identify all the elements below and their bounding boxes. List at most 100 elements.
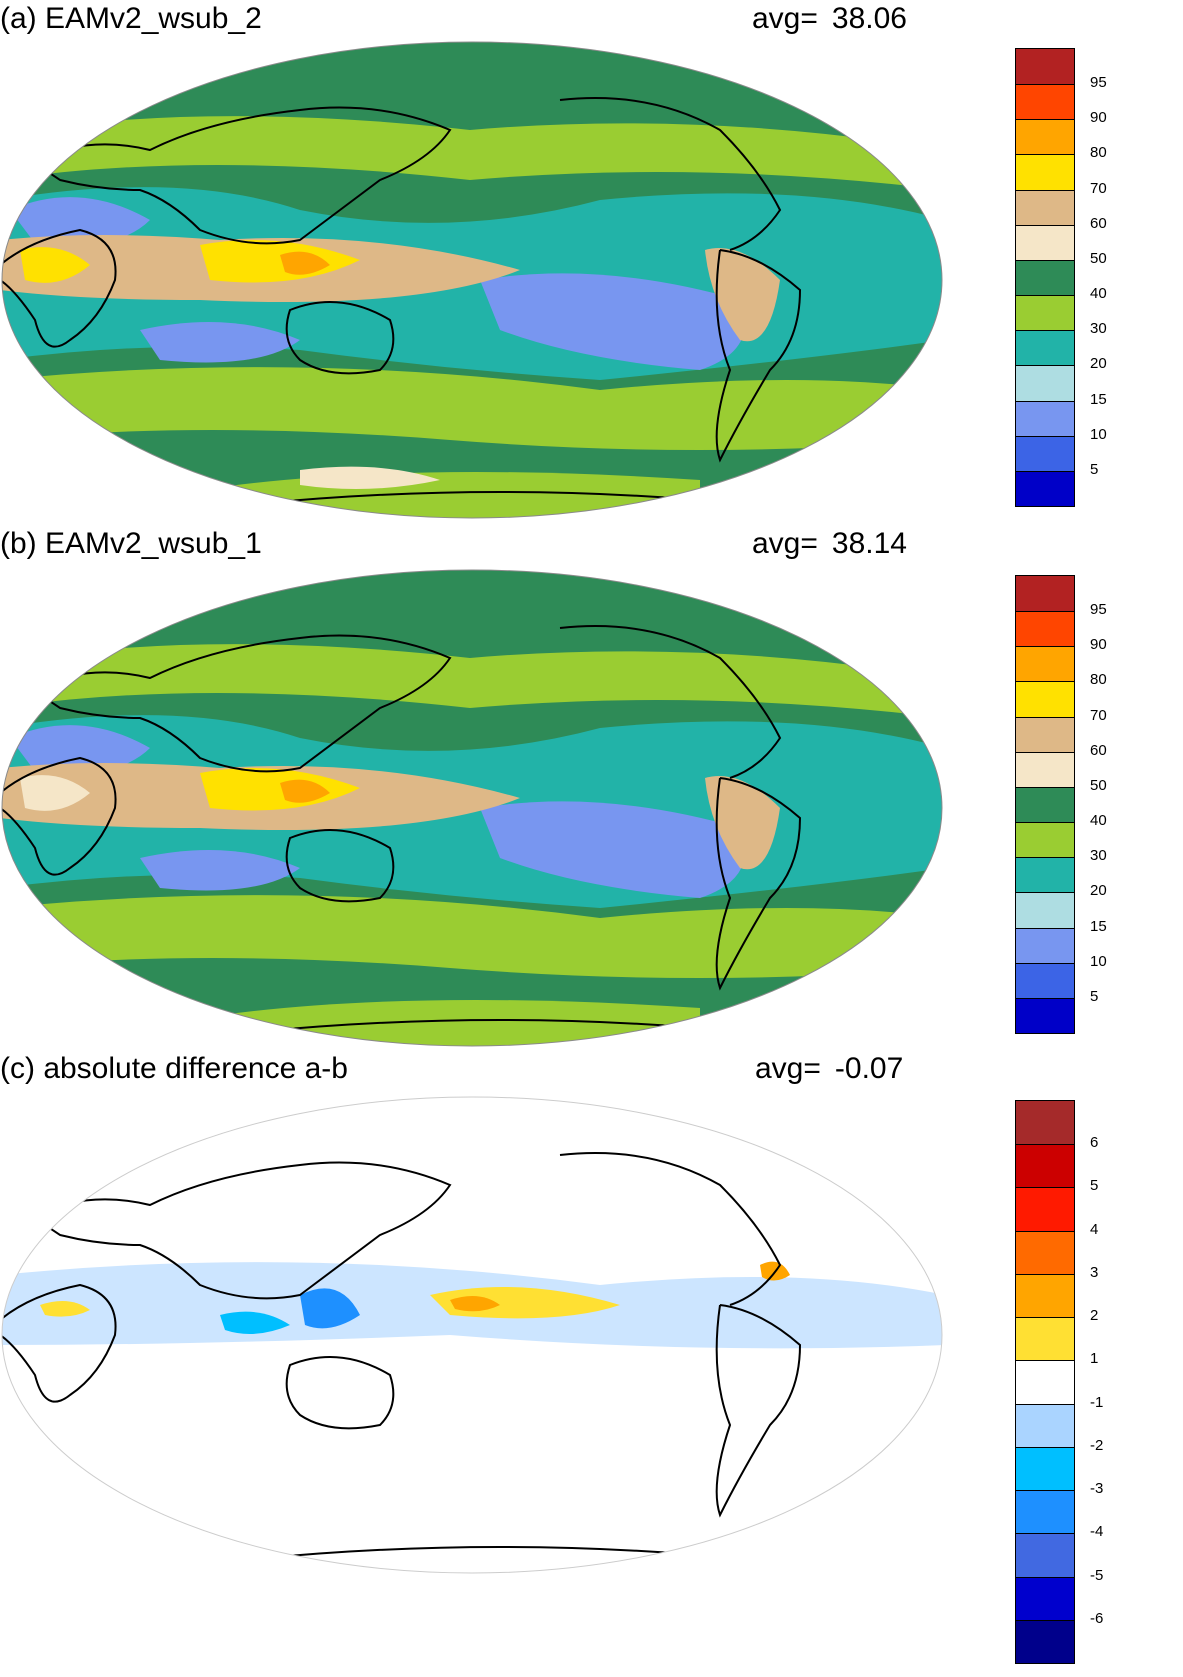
colorbar-divider [1016, 786, 1074, 788]
colorbar-divider [1016, 1533, 1074, 1535]
colorbar-divider [1016, 1187, 1074, 1189]
colorbar-tick-label: 50 [1090, 249, 1107, 267]
avg-readout: avg= 38.06 [752, 2, 907, 36]
map-plot [1, 569, 943, 1047]
colorbar-tick-label: 90 [1090, 109, 1107, 127]
colorbar-tick-label: -4 [1090, 1523, 1104, 1541]
colorbar-divider [1016, 751, 1074, 753]
colorbar-divider [1016, 646, 1074, 648]
avg-value: 38.06 [831, 2, 907, 35]
colorbar-divider [1016, 611, 1074, 613]
colorbar-divider [1016, 259, 1074, 261]
colorbar-tick-label: 2 [1090, 1307, 1099, 1325]
avg-value: -0.07 [834, 1052, 904, 1085]
colorbar-tick-label: 5 [1090, 460, 1099, 478]
colorbar [1015, 48, 1075, 507]
colorbar-segment [1016, 751, 1074, 787]
avg-value: 38.14 [831, 527, 907, 560]
avg-label: avg= [752, 2, 818, 35]
colorbar-segment [1016, 1490, 1074, 1534]
panel-c: (c) absolute difference a-b avg= -0.07 [0, 1050, 1183, 1677]
colorbar-segment [1016, 1101, 1074, 1145]
colorbar-segment [1016, 365, 1074, 401]
colorbar-segment [1016, 857, 1074, 893]
colorbar-divider [1016, 1490, 1074, 1492]
colorbar-segment [1016, 1619, 1074, 1663]
colorbar-segment [1016, 576, 1074, 612]
colorbar-divider [1016, 962, 1074, 964]
colorbar-segment [1016, 224, 1074, 260]
colorbar-tick-label: -6 [1090, 1609, 1104, 1627]
colorbar-segment [1016, 259, 1074, 296]
colorbar-tick-label: 20 [1090, 355, 1107, 373]
colorbar-tick-label: 90 [1090, 636, 1107, 654]
colorbar-segment [1016, 154, 1074, 190]
colorbar-divider [1016, 1619, 1074, 1621]
colorbar-segment [1016, 400, 1074, 436]
colorbar-segment [1016, 646, 1074, 682]
colorbar-segment [1016, 927, 1074, 963]
colorbar-segment [1016, 786, 1074, 823]
colorbar-segment [1016, 49, 1074, 85]
colorbar-divider [1016, 1317, 1074, 1319]
colorbar-segment [1016, 716, 1074, 752]
colorbar-divider [1016, 365, 1074, 367]
panel-title: (b) EAMv2_wsub_1 [0, 527, 262, 560]
colorbar-divider [1016, 1576, 1074, 1578]
colorbar-divider [1016, 295, 1074, 297]
colorbar-segment [1016, 435, 1074, 471]
colorbar-segment [1016, 892, 1074, 928]
colorbar [1015, 1100, 1075, 1664]
colorbar-segment [1016, 119, 1074, 155]
colorbar-tick-label: -3 [1090, 1480, 1104, 1498]
colorbar-tick-label: 80 [1090, 671, 1107, 689]
colorbar-divider [1016, 119, 1074, 121]
colorbar-divider [1016, 997, 1074, 999]
map-field-bands [2, 116, 942, 518]
colorbar-tick-label: 70 [1090, 706, 1107, 724]
colorbar-divider [1016, 1230, 1074, 1232]
colorbar-divider [1016, 822, 1074, 824]
colorbar-divider [1016, 84, 1074, 86]
colorbar-tick-label: -2 [1090, 1436, 1104, 1454]
colorbar-divider [1016, 892, 1074, 894]
colorbar-divider [1016, 1144, 1074, 1146]
colorbar-divider [1016, 435, 1074, 437]
colorbar-tick-label: 20 [1090, 882, 1107, 900]
colorbar-tick-label: 10 [1090, 952, 1107, 970]
colorbar-divider [1016, 1273, 1074, 1275]
colorbar-tick-label: 95 [1090, 601, 1107, 619]
colorbar-segment [1016, 470, 1074, 506]
colorbar-segment [1016, 997, 1074, 1033]
colorbar-divider [1016, 1403, 1074, 1405]
panel-a: (a) EAMv2_wsub_2 avg= 38.06 [0, 0, 1183, 520]
colorbar-segment [1016, 1576, 1074, 1620]
colorbar-segment [1016, 1360, 1074, 1404]
colorbar-segment [1016, 330, 1074, 366]
avg-label: avg= [755, 1052, 821, 1085]
colorbar-segment [1016, 681, 1074, 717]
colorbar-tick-label: 10 [1090, 425, 1107, 443]
colorbar-divider [1016, 1446, 1074, 1448]
colorbar-segment [1016, 1403, 1074, 1447]
colorbar-tick-label: 40 [1090, 285, 1107, 303]
colorbar-divider [1016, 189, 1074, 191]
colorbar-tick-label: 95 [1090, 74, 1107, 92]
colorbar-segment [1016, 1533, 1074, 1577]
colorbar-divider [1016, 470, 1074, 472]
avg-readout: avg= 38.14 [752, 527, 907, 561]
colorbar-tick-label: 50 [1090, 776, 1107, 794]
colorbar-segment [1016, 1144, 1074, 1188]
colorbar-tick-label: -1 [1090, 1393, 1104, 1411]
panel-title: (a) EAMv2_wsub_2 [0, 2, 262, 35]
colorbar-segment [1016, 1230, 1074, 1274]
colorbar-segment [1016, 962, 1074, 998]
colorbar-segment [1016, 611, 1074, 647]
colorbar-tick-label: 30 [1090, 847, 1107, 865]
colorbar-divider [1016, 927, 1074, 929]
colorbar-divider [1016, 154, 1074, 156]
colorbar-tick-label: 3 [1090, 1263, 1099, 1281]
colorbar-divider [1016, 330, 1074, 332]
colorbar-segment [1016, 1317, 1074, 1361]
colorbar-divider [1016, 857, 1074, 859]
